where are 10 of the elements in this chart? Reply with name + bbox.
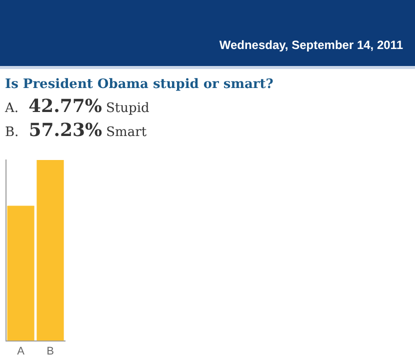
text: A.: [5, 101, 19, 116]
text: 57.23%: [28, 120, 102, 141]
text: Smart: [106, 125, 147, 140]
text: Is President Obama stupid or smart?: [5, 77, 274, 92]
text: Stupid: [106, 101, 150, 116]
text: 42.77%: [28, 96, 102, 117]
text: B.: [5, 125, 19, 140]
x-tick-label: B: [46, 345, 54, 358]
x-tick-label: A: [17, 345, 26, 358]
text: Wednesday, September 14, 2011: [219, 38, 403, 52]
